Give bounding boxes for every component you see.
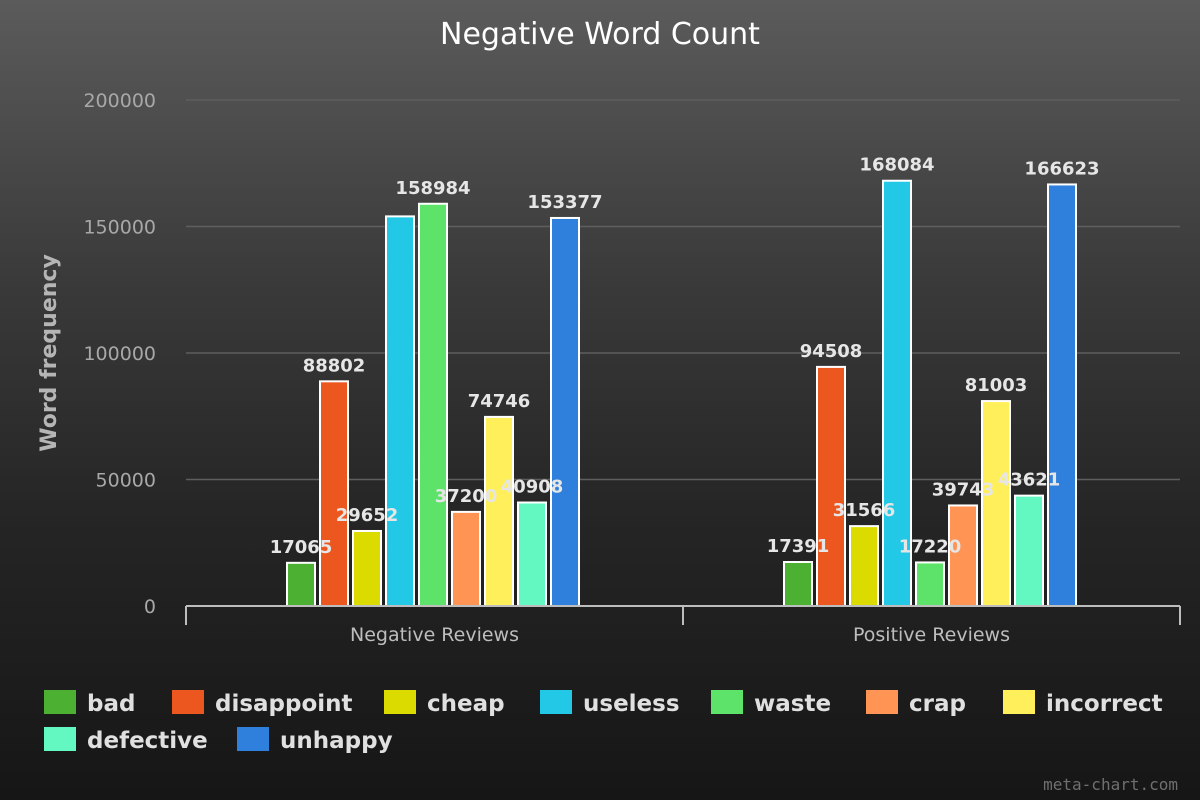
legend-label: unhappy bbox=[280, 728, 393, 754]
bar-bad-positive-reviews bbox=[783, 561, 813, 608]
x-axis: Negative Reviews Positive Reviews bbox=[185, 605, 1181, 646]
data-label: 166623 bbox=[1024, 158, 1099, 179]
legend-label: bad bbox=[87, 691, 135, 717]
legend-swatch bbox=[540, 690, 572, 714]
x-tick-label: Negative Reviews bbox=[350, 624, 519, 646]
legend-label: cheap bbox=[427, 691, 505, 717]
legend-item-crap: crap bbox=[866, 690, 966, 717]
legend-label: defective bbox=[87, 728, 208, 754]
data-label: 153377 bbox=[527, 192, 602, 213]
legend-swatch bbox=[1003, 690, 1035, 714]
data-label: 37200 bbox=[435, 486, 498, 507]
data-label: 40908 bbox=[501, 477, 564, 498]
data-label: 168084 bbox=[859, 155, 934, 176]
bar-incorrect-positive-reviews bbox=[981, 400, 1011, 607]
data-label: 81003 bbox=[965, 375, 1028, 396]
legend-swatch bbox=[237, 727, 269, 751]
bar-crap-negative-reviews bbox=[451, 510, 481, 607]
bar-waste-negative-reviews bbox=[418, 202, 448, 607]
legend-item-unhappy: unhappy bbox=[237, 727, 393, 754]
data-label: 74746 bbox=[468, 391, 531, 412]
data-label: 39743 bbox=[932, 479, 995, 500]
bar-unhappy-positive-reviews bbox=[1047, 183, 1077, 607]
x-tick-label: Positive Reviews bbox=[853, 624, 1010, 646]
data-label: 17391 bbox=[767, 536, 830, 557]
credit-text: meta-chart.com bbox=[1043, 775, 1178, 794]
legend-item-waste: waste bbox=[711, 690, 831, 717]
y-tick-label: 0 bbox=[144, 596, 156, 618]
y-axis-ticks: 0 50000 100000 150000 200000 bbox=[83, 90, 156, 618]
data-label: 17220 bbox=[899, 536, 962, 557]
data-label: 29652 bbox=[336, 505, 399, 526]
legend-swatch bbox=[172, 690, 204, 714]
bar-unhappy-negative-reviews bbox=[550, 216, 580, 608]
y-axis-label: Word frequency bbox=[37, 254, 62, 452]
legend-label: useless bbox=[583, 691, 680, 717]
y-tick-label: 200000 bbox=[83, 90, 156, 112]
bar-useless-negative-reviews bbox=[385, 215, 415, 607]
legend-item-disappoint: disappoint bbox=[172, 690, 353, 717]
data-labels: 17065 88802 29652 158984 37200 74746 40908 1533… bbox=[270, 155, 1100, 558]
data-label: 43621 bbox=[998, 470, 1061, 491]
legend-swatch bbox=[866, 690, 898, 714]
data-label: 88802 bbox=[303, 355, 366, 376]
chart-title: Negative Word Count bbox=[440, 17, 760, 52]
bar-defective-positive-reviews bbox=[1014, 494, 1044, 607]
data-label: 158984 bbox=[395, 178, 470, 199]
legend-item-cheap: cheap bbox=[384, 690, 505, 717]
bar-bad-negative-reviews bbox=[286, 561, 316, 608]
data-label: 94508 bbox=[800, 341, 863, 362]
legend-label: incorrect bbox=[1046, 691, 1163, 717]
bar-cheap-negative-reviews bbox=[352, 529, 382, 608]
legend-label: waste bbox=[754, 691, 831, 717]
bar-waste-positive-reviews bbox=[915, 561, 945, 608]
legend-swatch bbox=[711, 690, 743, 714]
legend-item-defective: defective bbox=[44, 727, 208, 754]
bar-disappoint-positive-reviews bbox=[816, 365, 846, 607]
bar-cheap-positive-reviews bbox=[849, 525, 879, 607]
bar-defective-negative-reviews bbox=[517, 501, 547, 607]
legend-item-useless: useless bbox=[540, 690, 680, 717]
legend-label: disappoint bbox=[215, 691, 353, 717]
bar-incorrect-negative-reviews bbox=[484, 415, 514, 607]
y-tick-label: 50000 bbox=[96, 470, 156, 492]
legend: bad disappoint cheap useless waste crap incorr… bbox=[44, 690, 1163, 754]
data-label: 31566 bbox=[833, 500, 896, 521]
legend-label: crap bbox=[909, 691, 966, 717]
legend-swatch bbox=[384, 690, 416, 714]
legend-item-incorrect: incorrect bbox=[1003, 690, 1163, 717]
y-tick-label: 100000 bbox=[83, 343, 156, 365]
y-tick-label: 150000 bbox=[83, 217, 156, 239]
legend-swatch bbox=[44, 727, 76, 751]
legend-item-bad: bad bbox=[44, 690, 135, 717]
data-label: 17065 bbox=[270, 537, 333, 558]
legend-swatch bbox=[44, 690, 76, 714]
grid-lines bbox=[186, 99, 1180, 481]
bar-disappoint-negative-reviews bbox=[319, 380, 349, 607]
